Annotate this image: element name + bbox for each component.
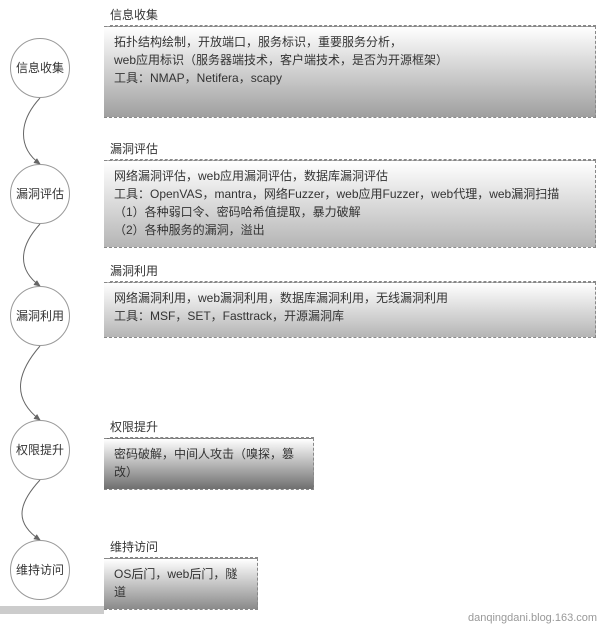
stage-node-exploit: 漏洞利用 xyxy=(10,286,70,346)
box-line: OS后门，web后门，隧道 xyxy=(114,565,247,601)
stage-node-label: 维持访问 xyxy=(16,563,64,577)
connector-2 xyxy=(24,224,41,286)
section-title-text: 漏洞评估 xyxy=(110,142,158,156)
section-title-privesc: 权限提升 xyxy=(110,418,314,438)
stage-node-label: 漏洞利用 xyxy=(16,309,64,323)
watermark-text: danqingdani.blog.163.com xyxy=(468,612,597,624)
stage-node-info: 信息收集 xyxy=(10,38,70,98)
stage-node-privesc: 权限提升 xyxy=(10,420,70,480)
stage-node-label: 漏洞评估 xyxy=(16,187,64,201)
section-title-info: 信息收集 xyxy=(110,6,596,26)
section-box-exploit: 网络漏洞利用，web漏洞利用，数据库漏洞利用，无线漏洞利用 工具：MSF，SET… xyxy=(104,282,596,338)
box-line: （2）各种服务的漏洞，溢出 xyxy=(114,221,585,239)
box-line: （1）各种弱口令、密码哈希值提取，暴力破解 xyxy=(114,203,585,221)
box-line: 拓扑结构绘制，开放端口，服务标识，重要服务分析， xyxy=(114,33,585,51)
section-title-text: 权限提升 xyxy=(110,420,158,434)
section-box-info: 拓扑结构绘制，开放端口，服务标识，重要服务分析， web应用标识（服务器端技术，… xyxy=(104,26,596,118)
box-line: 工具：OpenVAS，mantra，网络Fuzzer，web应用Fuzzer，w… xyxy=(114,185,585,203)
box-line: 网络漏洞评估，web应用漏洞评估，数据库漏洞评估 xyxy=(114,167,585,185)
section-title-persist: 维持访问 xyxy=(110,538,258,558)
stage-node-vuln-assess: 漏洞评估 xyxy=(10,164,70,224)
box-line: 工具：NMAP，Netifera，scapy xyxy=(114,69,585,87)
section-box-privesc: 密码破解，中间人攻击（嗅探，篡改） xyxy=(104,438,314,490)
stage-node-label: 权限提升 xyxy=(16,443,64,457)
box-line: 密码破解，中间人攻击（嗅探，篡改） xyxy=(114,445,303,481)
section-box-vuln-assess: 网络漏洞评估，web应用漏洞评估，数据库漏洞评估 工具：OpenVAS，mant… xyxy=(104,160,596,248)
box-line: 网络漏洞利用，web漏洞利用，数据库漏洞利用，无线漏洞利用 xyxy=(114,289,585,307)
section-title-text: 信息收集 xyxy=(110,8,158,22)
bottom-strip xyxy=(0,606,104,614)
section-box-persist: OS后门，web后门，隧道 xyxy=(104,558,258,610)
watermark: danqingdani.blog.163.com xyxy=(468,612,597,624)
section-title-vuln-assess: 漏洞评估 xyxy=(110,140,596,160)
connector-3 xyxy=(21,346,41,420)
connector-1 xyxy=(24,98,41,164)
box-line: web应用标识（服务器端技术，客户端技术，是否为开源框架） xyxy=(114,51,585,69)
box-line: 工具：MSF，SET，Fasttrack，开源漏洞库 xyxy=(114,307,585,325)
stage-node-persist: 维持访问 xyxy=(10,540,70,600)
section-title-text: 维持访问 xyxy=(110,540,158,554)
section-title-exploit: 漏洞利用 xyxy=(110,262,596,282)
section-title-text: 漏洞利用 xyxy=(110,264,158,278)
stage-node-label: 信息收集 xyxy=(16,61,64,75)
connector-4 xyxy=(22,480,40,540)
